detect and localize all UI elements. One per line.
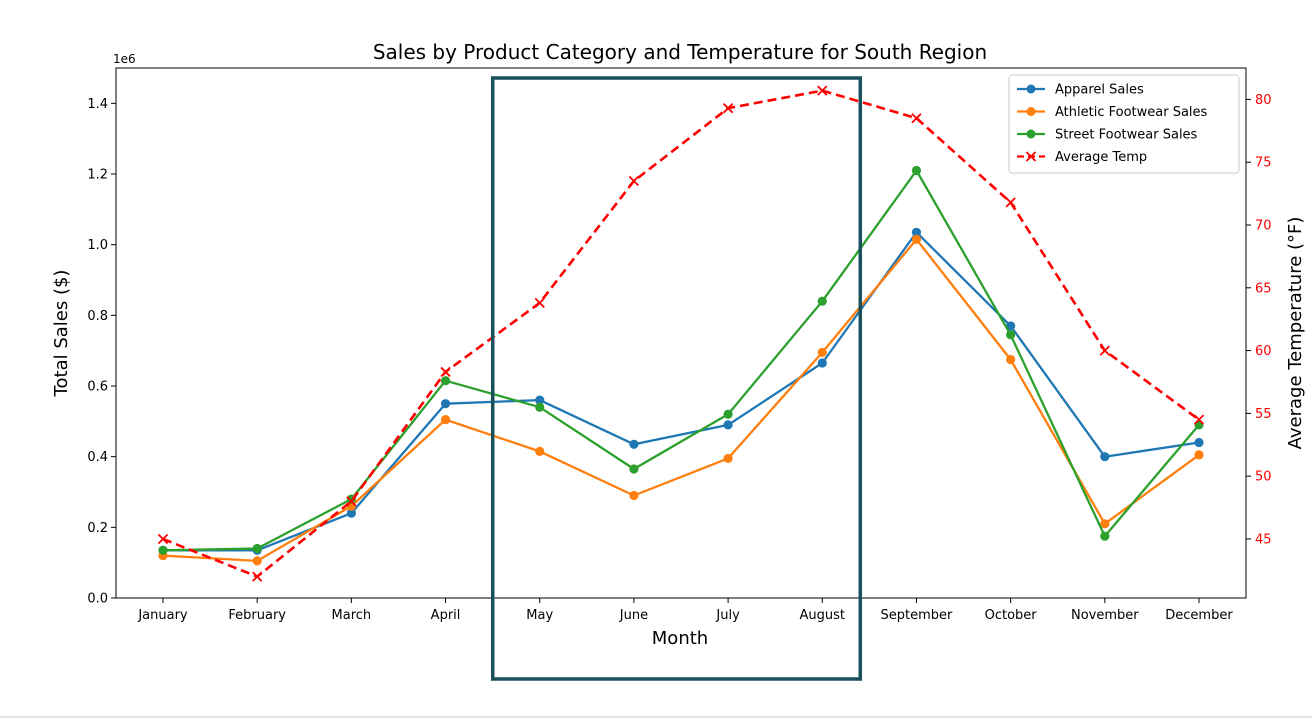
legend-label: Average Temp [1055,150,1147,165]
legend-label: Athletic Footwear Sales [1055,105,1208,120]
y-tick-label: 0.8 [87,309,108,324]
x-tick-label: June [619,608,648,623]
legend: Apparel Sales Athletic Footwear Sales Stre… [1008,74,1240,174]
plot-area: 0.0 0.2 0.4 0.6 0.8 1.0 1.2 1.4 45 50 55 60 65 70 75 80… [87,67,1272,681]
data-point-x-marker [534,297,545,308]
plot-frame [115,67,1247,599]
data-point [440,376,451,386]
legend-marker [1026,84,1036,94]
legend-x-marker [1025,151,1037,162]
y-tick-label: 1.4 [87,97,108,112]
y-tick-label: 0.0 [87,592,108,607]
data-point [911,227,922,237]
x-tick-label: March [332,608,372,623]
data-point [535,395,545,405]
y2-tick-label: 65 [1255,281,1272,296]
x-tick-label: July [715,608,740,623]
chart-title: Sales by Product Category and Temperatur… [373,40,987,64]
data-point [629,464,639,474]
y-tick-label: 0.6 [87,380,108,395]
data-point-x-marker [1099,345,1110,356]
y-tick-label: 0.2 [87,521,108,536]
data-point [1194,450,1204,460]
page-divider [0,716,1312,718]
data-point [817,296,827,306]
y2-tick-label: 55 [1255,407,1272,422]
y2-tick-label: 80 [1255,93,1272,108]
data-point [1100,531,1110,541]
legend-marker [1026,129,1036,139]
y-tick-label: 1.2 [87,168,108,183]
y2-axis-label: Average Temperature (°F) [1285,217,1306,450]
y-tick-label: 1.0 [87,238,108,253]
data-point [1006,321,1016,331]
data-point-x-marker [440,366,451,378]
legend-label: Apparel Sales [1055,83,1144,98]
data-point [817,358,827,368]
data-point [535,402,545,412]
y-axis-offset-text: 1e6 [113,52,136,66]
data-point [1006,354,1016,365]
data-point [1100,519,1110,529]
data-point-x-marker [1005,197,1016,208]
series-line [162,238,1200,563]
data-point [817,347,827,358]
data-point [723,453,733,464]
y2-tick-label: 45 [1255,532,1272,547]
series-line [162,89,1200,578]
data-point [911,165,922,176]
x-tick-label: August [800,608,846,623]
y-axis-label: Total Sales ($) [51,270,72,398]
data-point [440,414,451,425]
data-point [629,439,639,449]
x-tick-label: May [526,608,553,623]
data-point [723,420,733,430]
series-line [163,231,1200,552]
data-point-x-marker [346,496,357,507]
y2-tick-label: 60 [1255,344,1272,359]
data-point [1006,330,1016,340]
x-tick-label: February [228,608,286,623]
data-point [535,446,545,456]
data-point [158,545,168,555]
y-tick-label: 0.4 [87,450,108,465]
legend-label: Street Footwear Sales [1055,128,1198,143]
series-line [162,169,1200,552]
data-point [440,399,451,409]
x-tick-label: December [1165,608,1233,623]
legend-box [1008,74,1240,174]
data-point [1100,452,1110,462]
x-tick-label: October [985,608,1038,623]
data-point [252,543,262,554]
legend-marker [1026,107,1036,116]
data-point-x-marker [252,571,263,582]
data-point [1194,437,1204,448]
data-point-x-marker [722,103,734,114]
data-point-x-marker [157,533,169,545]
data-point-x-marker [817,85,828,96]
data-point-x-marker [1193,414,1205,425]
highlight-box [490,76,863,681]
x-tick-label: April [431,608,461,623]
y2-tick-label: 75 [1255,156,1272,171]
y2-tick-label: 50 [1255,470,1272,485]
x-axis-label: Month [652,628,708,649]
data-point-x-marker [911,113,922,124]
data-point [346,508,356,518]
x-tick-label: September [881,608,954,623]
data-point [252,556,262,566]
x-tick-label: November [1071,608,1139,623]
x-tick-label: January [137,608,188,623]
y2-tick-label: 70 [1255,218,1272,233]
data-point [723,409,733,419]
data-point [911,234,922,244]
data-point [629,490,639,501]
data-point-x-marker [628,175,640,187]
